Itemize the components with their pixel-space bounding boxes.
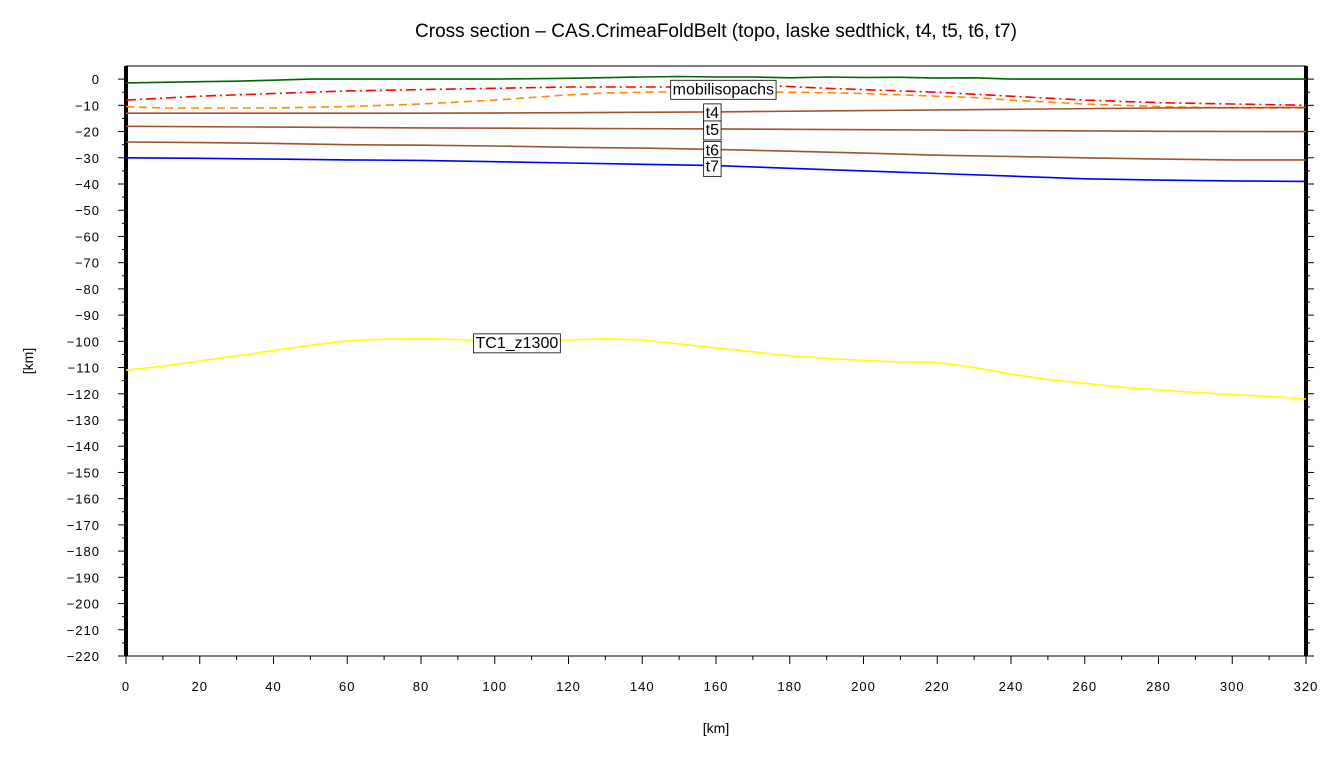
x-tick-label: 220 — [925, 679, 950, 694]
y-tick-label: −70 — [75, 256, 100, 271]
y-tick-label: −50 — [75, 203, 100, 218]
y-tick-label: 0 — [92, 72, 100, 87]
line-label-text: t6 — [706, 142, 719, 159]
y-tick-label: −20 — [75, 125, 100, 140]
y-tick-label: −150 — [67, 465, 100, 480]
y-tick-label: −130 — [67, 413, 100, 428]
line-label-t6: t6 — [703, 140, 722, 161]
series-line-tc1-z1300 — [125, 337, 1307, 400]
y-axis-label: [km] — [20, 348, 36, 374]
y-tick-label: −30 — [75, 151, 100, 166]
y-tick-label: −110 — [68, 361, 100, 376]
x-tick-label: 40 — [265, 679, 281, 694]
x-tick-label: 320 — [1294, 679, 1319, 694]
x-tick-label: 20 — [192, 679, 208, 694]
y-tick-label: −210 — [67, 623, 100, 638]
y-tick-label: −100 — [67, 334, 100, 349]
line-label-text: t4 — [706, 105, 719, 122]
x-tick-label: 0 — [122, 679, 130, 694]
y-tick-label: −140 — [67, 439, 100, 454]
y-tick-label: −60 — [75, 229, 100, 244]
line-label-box — [703, 157, 722, 178]
y-tick-label: −200 — [67, 597, 100, 612]
line-label-box — [703, 120, 722, 141]
y-tick-label: −80 — [75, 282, 100, 297]
y-axis: 0 −10 −20 −30 −40 −50 −60 −70 −80 −90 −100 −110 −120… — [67, 72, 1314, 664]
y-tick-label: −10 — [75, 98, 100, 113]
line-label-t5: t5 — [703, 120, 722, 141]
chart-title: Cross section – CAS.CrimeaFoldBelt (topo… — [415, 21, 1017, 42]
line-label-text: TC1_z1300 — [476, 335, 559, 352]
line-label-box — [670, 79, 777, 100]
left-frame-bar — [124, 66, 128, 656]
x-tick-label: 80 — [413, 679, 429, 694]
x-tick-label: 180 — [777, 679, 802, 694]
x-tick-label: 160 — [704, 679, 729, 694]
x-tick-label: 120 — [556, 679, 581, 694]
x-tick-label: 140 — [630, 679, 655, 694]
x-tick-label: 240 — [999, 679, 1024, 694]
x-axis-label: [km] — [703, 720, 729, 736]
line-label-t4: t4 — [703, 103, 722, 124]
y-tick-label: −120 — [67, 387, 100, 402]
x-tick-label: 280 — [1146, 679, 1171, 694]
line-label-t7: t7 — [703, 157, 722, 178]
y-tick-label: −170 — [67, 518, 100, 533]
x-tick-label: 60 — [339, 679, 355, 694]
x-axis: 0 20 40 60 80 100 120 140 160 180 200 220 240 260 280 3… — [122, 656, 1319, 694]
y-tick-label: −90 — [75, 308, 100, 323]
line-label-mobilisopachs: mobilisopachs — [670, 79, 777, 100]
line-label-tc1-z1300: TC1_z1300 — [473, 333, 561, 354]
y-tick-label: −190 — [67, 570, 100, 585]
x-tick-label: 100 — [482, 679, 507, 694]
x-tick-label: 260 — [1072, 679, 1097, 694]
series-line-mobilisopachs — [125, 84, 1307, 107]
x-tick-label: 300 — [1220, 679, 1245, 694]
series-line-0 — [125, 75, 1306, 84]
y-tick-label: −220 — [67, 649, 100, 664]
line-label-box — [473, 333, 561, 354]
line-label-text: t7 — [706, 159, 719, 176]
y-tick-label: −160 — [67, 492, 100, 507]
right-frame-bar — [1304, 66, 1308, 656]
line-label-text: t5 — [706, 122, 719, 139]
x-tick-label: 200 — [851, 679, 876, 694]
y-tick-label: −40 — [75, 177, 100, 192]
y-tick-label: −180 — [67, 544, 100, 559]
line-label-text: mobilisopachs — [673, 81, 774, 98]
